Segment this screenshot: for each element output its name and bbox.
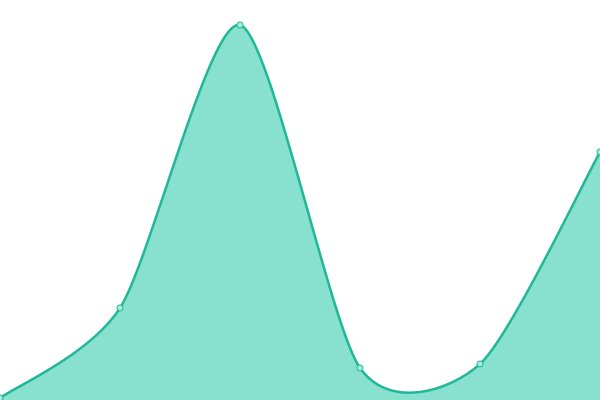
point xyxy=(0,394,4,400)
point xyxy=(116,304,124,312)
area-fill xyxy=(0,24,600,400)
point xyxy=(596,148,600,156)
point xyxy=(236,21,244,29)
point xyxy=(476,360,484,368)
point xyxy=(356,364,364,372)
